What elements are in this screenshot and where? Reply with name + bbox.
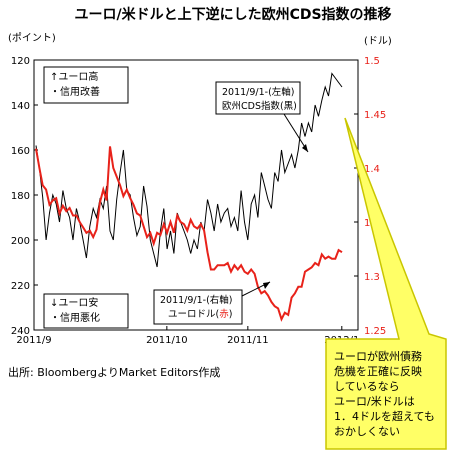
legend-top-line1: ↑ユーロ高 — [50, 70, 98, 83]
x-tick-label: 2011/9 — [16, 335, 51, 346]
legend-bottom-box — [43, 293, 129, 329]
legend-bottom-line1: ↓ユーロ安 — [50, 296, 98, 309]
legend-top-box — [43, 66, 129, 104]
source-note: 出所: BloombergよりMarket Editors作成 — [8, 366, 221, 379]
right-tick-label: 1.5 — [364, 56, 380, 67]
left-axis-unit: (ポイント) — [8, 32, 56, 44]
legend-top-line2: ・信用改善 — [50, 85, 100, 98]
left-tick-label: 140 — [11, 101, 30, 112]
chart-title: ユーロ/米ドルと上下逆にした欧州CDS指数の推移 — [74, 7, 392, 23]
cds-pointer-head — [302, 144, 308, 152]
callout-text: ユーロが欧州債務危機を正確に反映しているならユーロ/米ドルは1．4ドルを超えても… — [334, 349, 435, 438]
cds-label-line1: 2011/9/1-(左軸) — [222, 86, 295, 98]
right-tick-label: 1.4 — [364, 164, 380, 175]
callout-bubble — [325, 117, 447, 450]
eurusd-series-line — [35, 146, 343, 322]
right-tick-label: 1.45 — [364, 110, 386, 121]
plot-area — [33, 59, 359, 331]
callout-line: 1．4ドルを超えても — [334, 409, 435, 423]
cds-label-line2: 欧州CDS指数(黒) — [222, 100, 297, 112]
legend-bottom-line2: ・信用悪化 — [50, 311, 100, 324]
x-tick-label: 2011/11 — [227, 335, 269, 346]
series-group — [35, 72, 343, 322]
eur-label-box — [153, 289, 243, 325]
eur-pointer-head — [263, 282, 270, 289]
callout-line: ユーロ/米ドルは — [334, 395, 415, 408]
callout-line: ユーロが欧州債務 — [334, 349, 422, 363]
callout-line: おかしくない — [334, 425, 400, 438]
eur-label-line2: ユーロドル(赤) — [168, 309, 232, 320]
left-axis: 120 140 160 180 200 220 240 — [11, 56, 38, 337]
right-tick-label: 1.3 — [364, 272, 380, 283]
callout-line: 危機を正確に反映 — [334, 364, 422, 378]
left-tick-label: 240 — [11, 326, 30, 337]
left-tick-label: 180 — [11, 191, 30, 202]
callout-line: しているなら — [334, 380, 400, 393]
right-tick-label: 1.25 — [364, 326, 386, 337]
eur-label-line1: 2011/9/1-(右軸) — [160, 294, 233, 306]
cds-pointer — [283, 113, 309, 153]
left-tick-label: 120 — [11, 56, 30, 67]
left-tick-label: 160 — [11, 146, 30, 157]
cds-series-line — [35, 72, 343, 268]
x-tick-label: 2011/10 — [146, 335, 188, 346]
cds-label-box — [215, 81, 301, 115]
left-tick-label: 200 — [11, 236, 30, 247]
left-tick-label: 220 — [11, 281, 30, 292]
right-axis-unit: (ドル) — [364, 36, 392, 47]
